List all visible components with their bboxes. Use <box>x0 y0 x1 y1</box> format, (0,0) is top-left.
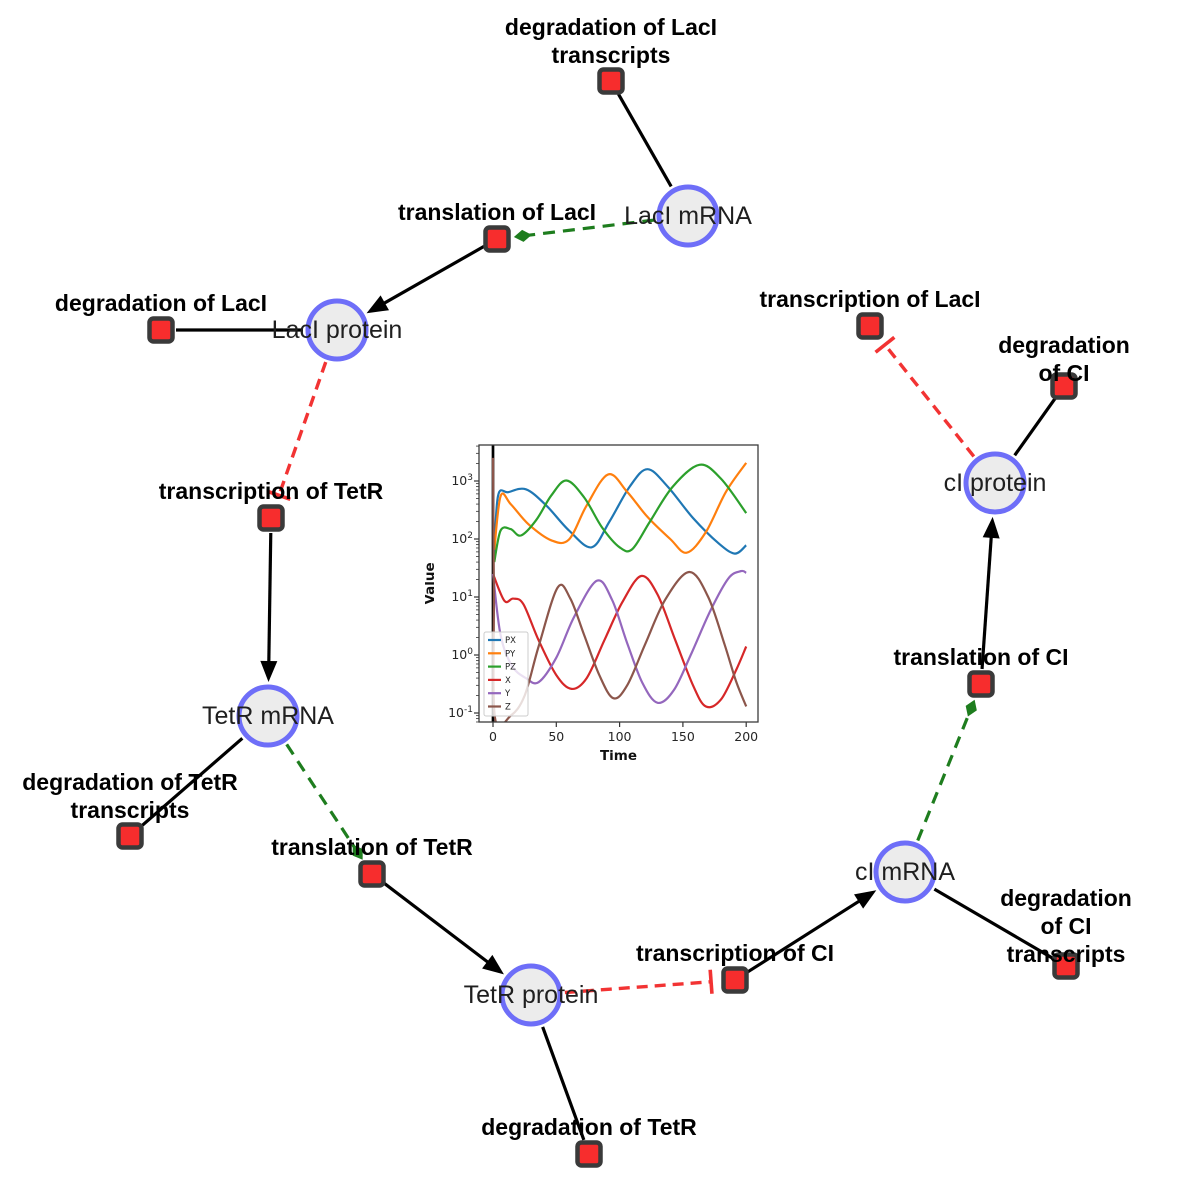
inhibition-tee-icon <box>874 335 896 354</box>
edge-ci_protein-deg_ci <box>1013 397 1057 457</box>
arrowhead-icon <box>854 890 877 909</box>
edge-tetr_mrna-trans_tetr <box>285 743 363 860</box>
reaction-square[interactable] <box>597 67 625 95</box>
reaction-square[interactable] <box>116 822 144 850</box>
reaction-node-trans_ci[interactable] <box>967 670 995 698</box>
inhibition-tee-icon <box>708 969 714 994</box>
edge-ci_mrna-trans_ci <box>916 699 977 842</box>
reaction-node-deg_ci_tx[interactable] <box>1052 952 1080 980</box>
plot-frame <box>478 444 759 723</box>
activation-diamond-icon <box>352 844 363 860</box>
reaction-node-txn_laci[interactable] <box>856 312 884 340</box>
reaction-square[interactable] <box>1050 372 1078 400</box>
y-axis-tick-label: 100 <box>451 647 473 662</box>
reaction-node-trans_tetr[interactable] <box>358 860 386 888</box>
species-node-tetr_mrna[interactable] <box>236 684 300 748</box>
species-circle[interactable] <box>305 298 369 362</box>
reaction-node-txn_ci[interactable] <box>721 966 749 994</box>
y-axis-tick-label: 103 <box>451 473 473 488</box>
x-axis-title: Time <box>600 748 637 764</box>
reaction-node-txn_tetr[interactable] <box>257 504 285 532</box>
arrowhead-icon <box>260 660 278 683</box>
edge-tetr_mrna-deg_tetr_tx <box>140 737 244 828</box>
reaction-square[interactable] <box>856 312 884 340</box>
legend-entry-PZ: PZ <box>505 663 516 673</box>
arrowhead-icon <box>982 516 1000 539</box>
species-circle[interactable] <box>236 684 300 748</box>
reaction-square[interactable] <box>967 670 995 698</box>
edge-tetr_protein-txn_ci <box>564 969 714 995</box>
activation-diamond-icon <box>513 229 532 242</box>
activation-diamond-icon <box>965 699 977 717</box>
legend-entry-Z: Z <box>505 703 511 713</box>
series-PX-line <box>493 468 747 555</box>
y-axis-tick-label: 101 <box>451 589 473 604</box>
series-Z-line <box>491 457 748 722</box>
series-Y-line <box>491 569 747 705</box>
reaction-node-trans_laci[interactable] <box>483 225 511 253</box>
y-axis-tick-label: 10-1 <box>448 705 473 720</box>
reaction-square[interactable] <box>721 966 749 994</box>
edge-tetr_protein-deg_tetr <box>541 1026 586 1141</box>
species-node-laci_protein[interactable] <box>305 298 369 362</box>
simulation-plot: 0 50 100 150 20010-1100101102103TimeValuePXP… <box>425 444 759 764</box>
reaction-node-deg_ci[interactable] <box>1050 372 1078 400</box>
inhibition-tee-icon <box>267 489 291 502</box>
y-axis-tick-label: 102 <box>451 531 473 546</box>
reaction-node-deg_tetr_tx[interactable] <box>116 822 144 850</box>
edge-trans_laci-laci_protein <box>366 245 485 314</box>
y-axis-title: Value <box>425 562 438 604</box>
x-axis-tick-label: 200 <box>734 729 758 744</box>
reaction-square[interactable] <box>257 504 285 532</box>
axes: 0 50 100 150 200 10-1 100 101 102 103 Time Value <box>425 445 758 764</box>
reaction-square[interactable] <box>483 225 511 253</box>
reaction-node-deg_laci_tx[interactable] <box>597 67 625 95</box>
reaction-square[interactable] <box>575 1140 603 1168</box>
species-circle[interactable] <box>873 840 937 904</box>
species-circle[interactable] <box>499 963 563 1027</box>
series-X-line <box>491 573 748 709</box>
edge-laci_protein-txn_tetr <box>267 361 328 502</box>
x-axis-tick-label: 50 <box>548 729 564 744</box>
species-circle[interactable] <box>963 451 1027 515</box>
series-PZ-line <box>493 463 748 563</box>
node-layer <box>116 67 1080 1168</box>
edge-ci_mrna-deg_ci_tx <box>933 887 1054 960</box>
edge-txn_tetr-tetr_mrna <box>260 532 278 683</box>
reaction-node-deg_laci[interactable] <box>147 316 175 344</box>
edge-ci_protein-txn_laci <box>874 335 976 458</box>
species-node-laci_mrna[interactable] <box>656 184 720 248</box>
series-lines <box>491 457 748 722</box>
species-node-ci_mrna[interactable] <box>873 840 937 904</box>
x-axis-tick-label: 100 <box>608 729 632 744</box>
reaction-square[interactable] <box>1052 952 1080 980</box>
edge-layer <box>140 93 1057 1141</box>
reaction-node-deg_tetr[interactable] <box>575 1140 603 1168</box>
x-axis-tick-label: 150 <box>671 729 695 744</box>
legend-entry-PY: PY <box>505 649 516 659</box>
reaction-square[interactable] <box>358 860 386 888</box>
legend: PX PY PZ XYZ <box>483 631 529 717</box>
species-node-tetr_protein[interactable] <box>499 963 563 1027</box>
species-node-ci_protein[interactable] <box>963 451 1027 515</box>
reaction-square[interactable] <box>147 316 175 344</box>
legend-entry-X: X <box>505 676 511 686</box>
edge-trans_ci-ci_protein <box>980 516 1000 670</box>
edge-laci_mrna-trans_laci <box>513 218 655 242</box>
arrowhead-icon <box>366 295 390 314</box>
edge-trans_tetr-tetr_protein <box>382 881 504 975</box>
series-PY-line <box>493 462 748 554</box>
legend-entry-PX: PX <box>505 636 516 646</box>
edge-txn_ci-ci_mrna <box>746 890 877 974</box>
arrowhead-icon <box>482 954 504 975</box>
edge-deg_laci_tx-laci_mrna <box>617 93 673 188</box>
species-circle[interactable] <box>656 184 720 248</box>
x-axis-tick-label: 0 <box>489 729 497 744</box>
legend-entry-Y: Y <box>504 689 511 699</box>
